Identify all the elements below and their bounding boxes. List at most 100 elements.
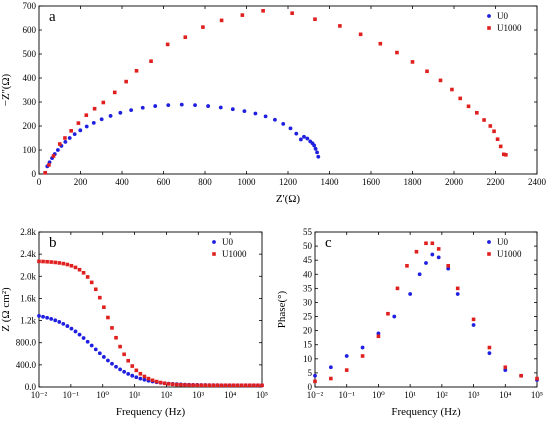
series-U1000 — [43, 9, 508, 175]
data-point — [438, 78, 443, 83]
y-tick-label: 25 — [303, 312, 313, 322]
y-axis-label: Phase(°) — [276, 290, 288, 328]
data-point — [61, 321, 66, 326]
legend-label: U0 — [497, 237, 508, 247]
data-point — [219, 383, 224, 388]
data-point — [43, 171, 48, 175]
legend-label: U1000 — [497, 249, 522, 259]
y-tick-label: 50 — [303, 241, 313, 251]
data-point — [313, 379, 317, 384]
data-point — [51, 154, 56, 158]
data-point — [298, 137, 303, 142]
x-tick-label: 10³ — [468, 390, 480, 400]
data-point — [165, 42, 170, 47]
data-point — [124, 79, 128, 84]
x-tick-label: 2400 — [528, 177, 547, 187]
data-point — [482, 118, 486, 122]
panel-letter: a — [49, 9, 56, 25]
data-point — [446, 266, 451, 271]
legend-marker — [487, 26, 491, 30]
data-point — [199, 383, 203, 388]
data-point — [67, 136, 72, 140]
data-point — [492, 129, 496, 134]
plot-frame — [314, 231, 538, 388]
data-point — [138, 376, 143, 381]
data-point — [53, 318, 58, 323]
data-point — [471, 323, 476, 327]
data-point — [47, 163, 51, 167]
y-tick-label: 500 — [23, 49, 37, 59]
panel-a: 0 200 400 600 800 1000 1200 1400 1600 1800 2000 220… — [0, 1, 547, 205]
data-point — [360, 354, 365, 358]
data-point — [187, 383, 191, 387]
data-point — [313, 373, 317, 378]
x-tick-label: 10⁵ — [531, 390, 543, 400]
x-tick-label: 10⁻² — [307, 390, 324, 400]
data-point — [503, 365, 508, 370]
data-point — [99, 117, 104, 122]
data-point — [302, 134, 306, 139]
data-point — [142, 374, 147, 379]
data-point — [84, 124, 89, 129]
data-point — [313, 17, 317, 21]
data-point — [55, 148, 60, 152]
data-point — [256, 383, 260, 388]
y-tick-label: 400.0 — [16, 360, 37, 370]
data-point — [455, 292, 460, 296]
data-point — [378, 41, 383, 46]
data-point — [57, 261, 62, 265]
x-tick-label: 1800 — [404, 177, 423, 187]
x-tick-label: 10⁵ — [256, 390, 268, 400]
data-point — [294, 131, 299, 136]
series-U0 — [37, 314, 264, 388]
data-point — [288, 126, 293, 131]
data-point — [106, 358, 110, 363]
data-point — [215, 383, 220, 388]
y-tick-label: 600 — [23, 25, 37, 35]
data-point — [487, 351, 492, 356]
data-point — [73, 265, 78, 270]
data-point — [78, 128, 83, 133]
x-tick-label: 2200 — [487, 177, 506, 187]
data-point — [158, 380, 163, 385]
panel-c: 10⁻² 10⁻¹ 10⁰ 10¹ 10² 10³ 10⁴ 10⁵ 0 5 10 15 20 25 30 35… — [276, 227, 543, 418]
data-point — [231, 383, 236, 388]
data-point — [504, 153, 508, 157]
data-point — [97, 351, 102, 356]
legend-marker — [487, 252, 491, 256]
panel-letter: b — [49, 235, 57, 251]
x-tick-label: 10⁻¹ — [338, 390, 355, 400]
data-point — [92, 106, 97, 111]
data-point — [175, 382, 179, 387]
x-tick-label: 800 — [198, 177, 212, 187]
x-tick-label: 2000 — [445, 177, 464, 187]
data-point — [129, 108, 134, 113]
data-point — [89, 343, 94, 348]
data-point — [91, 120, 96, 125]
y-tick-label: 100 — [23, 145, 37, 155]
y-tick-label: 5 — [308, 368, 313, 378]
x-tick-label: 600 — [157, 177, 171, 187]
data-point — [110, 361, 114, 366]
data-point — [290, 11, 294, 15]
data-point — [57, 320, 62, 324]
x-tick-label: 10¹ — [404, 390, 416, 400]
y-tick-label: 1.6k — [20, 293, 36, 303]
data-point — [166, 103, 171, 108]
x-axis-label: Frequency (Hz) — [391, 406, 461, 418]
data-point — [376, 334, 381, 339]
data-point — [312, 143, 317, 148]
data-point — [93, 347, 98, 352]
data-point — [101, 100, 106, 105]
data-point — [84, 113, 89, 117]
data-point — [69, 129, 73, 133]
y-tick-label: 200 — [23, 121, 37, 131]
data-point — [344, 368, 349, 372]
data-point — [41, 314, 45, 319]
data-point — [424, 261, 428, 265]
data-point — [69, 326, 74, 331]
data-point — [305, 136, 310, 141]
data-point — [69, 263, 74, 268]
data-point — [61, 261, 66, 266]
data-point — [45, 259, 49, 264]
